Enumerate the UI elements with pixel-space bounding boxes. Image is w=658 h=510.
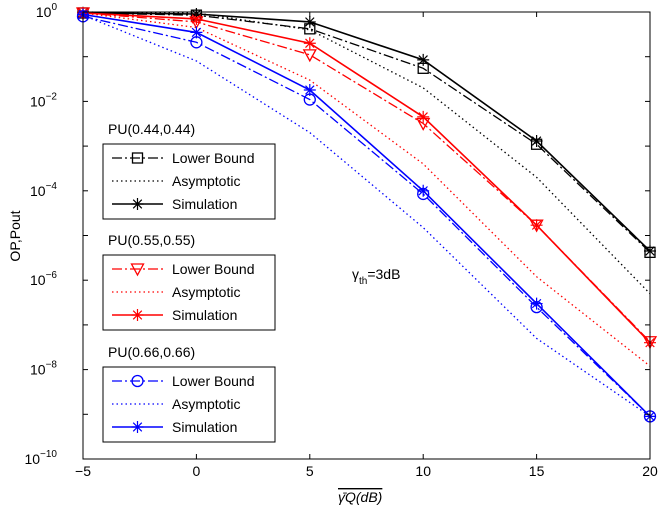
legend-label-lower-bound: Lower Bound [172,373,255,389]
threshold-annotation: γth=3dB [352,266,400,287]
legend-label-simulation: Simulation [172,196,237,212]
data-point-2-simulation [530,219,543,232]
legend-marker-lower-bound [131,374,144,388]
y-tick-label: 100 [36,2,58,20]
x-tick-label: 20 [642,463,658,479]
x-label-text: γ̄Q(dB) [338,489,382,505]
legend-group-title: PU(0.66,0.66) [108,344,195,360]
data-point-3-simulation [530,297,543,310]
series-line-1-simulation [82,12,651,252]
data-point-3-simulation [190,26,203,39]
x-tick-label: 0 [193,463,201,479]
y-axis-label: OP,Pout [7,210,23,261]
legend-group-title: PU(0.44,0.44) [108,121,195,137]
x-axis-label: γ̄Q(dB) [338,489,382,505]
legend-marker-simulation [131,421,144,433]
y-tick-label: 10−8 [30,360,57,378]
series-layer [75,6,658,423]
data-point-2-lower-bound [302,49,317,63]
legend-layer: PU(0.44,0.44) Lower Bound Asymptotic Simula… [102,121,276,443]
x-tick-label: 5 [306,463,314,479]
series-line-3-simulation [82,13,651,417]
legend-label-asymptotic: Asymptotic [172,284,240,300]
plot-frame [82,11,651,460]
legend-marker-simulation [131,198,144,210]
series-line-3-asymptotic [82,14,651,417]
data-point-3-simulation [417,184,430,197]
legend-label-lower-bound: Lower Bound [172,150,255,166]
data-point-2-simulation [303,37,316,50]
legend-label-simulation: Simulation [172,307,237,323]
data-point-2-simulation [190,12,203,25]
y-tick-label: 10−6 [30,270,57,288]
legend-box [102,143,276,220]
x-tick-label: 10 [415,463,431,479]
ticks-layer: −5 0 5 10 15 20 100 10−2 10−4 10−6 10−8 10−10 [24,2,658,479]
data-point-2-simulation [417,110,430,123]
y-tick-label: 10−10 [24,449,57,467]
data-point-1-simulation [417,53,430,66]
legend-label-asymptotic: Asymptotic [172,396,240,412]
series-line-3-lower-bound [82,15,651,417]
legend-group-title: PU(0.55,0.55) [108,232,195,248]
legend-box [102,254,276,331]
legend-label-simulation: Simulation [172,419,237,435]
y-tick-label: 10−2 [30,91,57,109]
data-point-1-simulation [530,135,543,148]
series-line-2-simulation [82,12,651,344]
series-line-1-asymptotic [82,11,651,295]
y-tick-label: 10−4 [30,181,57,199]
legend-label-asymptotic: Asymptotic [172,173,240,189]
legend-marker-lower-bound [131,152,144,164]
series-line-1-lower-bound [82,12,651,253]
data-point-3-simulation [303,83,316,96]
legend-label-lower-bound: Lower Bound [172,261,255,277]
data-point-1-simulation [303,15,316,28]
series-line-2-asymptotic [82,12,651,367]
legend-marker-lower-bound [130,263,145,277]
x-tick-label: 15 [529,463,545,479]
legend-marker-simulation [131,309,144,321]
x-tick-label: −5 [75,463,91,479]
